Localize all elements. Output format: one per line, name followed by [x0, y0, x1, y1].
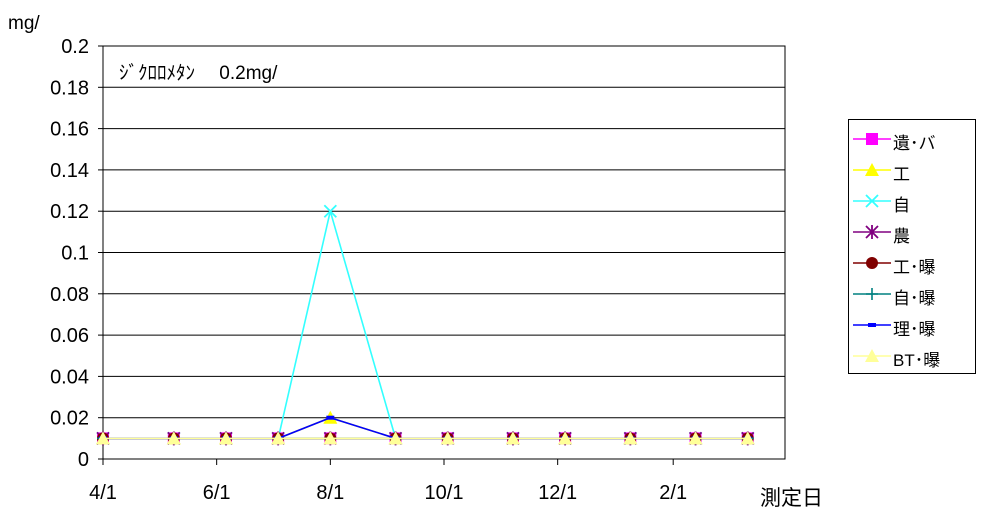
legend-label: 農	[893, 227, 910, 246]
legend-marker	[865, 225, 879, 239]
gridlines	[103, 86, 785, 419]
data-point	[166, 431, 181, 445]
y-tick-label: 0.16	[50, 119, 89, 141]
y-tick-label: 0.04	[50, 366, 89, 388]
legend-label: 理･曝	[893, 320, 936, 339]
x-tick-label: 2/1	[659, 482, 687, 504]
legend-label: 工･曝	[893, 258, 936, 277]
legend-item: 工	[849, 157, 975, 184]
y-tick-label: 0.02	[50, 408, 89, 430]
legend-swatch	[853, 194, 891, 208]
legend-label: 自	[893, 196, 910, 215]
x-tick-label: 8/1	[316, 482, 344, 504]
data-point	[323, 204, 337, 218]
data-point	[558, 431, 573, 445]
legend-marker	[866, 257, 878, 269]
x-tick-label: 10/1	[425, 482, 464, 504]
legend-swatch	[853, 225, 891, 239]
legend-marker	[865, 194, 879, 208]
legend-swatch	[853, 257, 891, 269]
data-point	[218, 431, 233, 445]
y-tick-label: 0.2	[61, 36, 89, 58]
data-point	[440, 431, 455, 445]
legend-marker	[865, 163, 879, 176]
data-point	[623, 431, 638, 445]
legend-item: 自･曝	[849, 281, 975, 308]
data-point	[688, 431, 703, 445]
legend-swatch	[853, 133, 891, 145]
legend-marker	[865, 349, 879, 362]
legend-marker	[866, 288, 878, 300]
y-axis-label: mg/	[8, 13, 40, 34]
y-tick-label: 0.14	[50, 160, 89, 182]
legend-swatch	[853, 323, 891, 327]
data-point	[96, 431, 110, 445]
x-tick-label: 12/1	[538, 482, 577, 504]
legend-label: 遺･バ	[893, 134, 936, 153]
y-tick-label: 0	[78, 449, 89, 471]
legend-label: 工	[893, 165, 910, 184]
data-point	[505, 431, 520, 445]
legend-swatch	[853, 163, 891, 176]
y-tick-label: 0.06	[50, 325, 89, 347]
legend-item: 工･曝	[849, 250, 975, 277]
data-point	[271, 431, 286, 445]
x-axis-label: 測定日	[760, 487, 823, 510]
x-tick-label: 4/1	[89, 482, 117, 504]
legend-swatch	[853, 288, 891, 300]
legend-item: 理･曝	[849, 312, 975, 339]
legend-item: 遺･バ	[849, 126, 975, 153]
legend-item: 農	[849, 219, 975, 246]
data-point	[326, 415, 335, 420]
data-point	[323, 431, 338, 445]
y-tick-label: 0.1	[61, 243, 89, 265]
legend: 遺･バ工自農工･曝自･曝理･曝 BT･曝	[848, 119, 976, 374]
x-axis-ticks: 4/1 6/1 8/1 10/1 12/1 2/1	[89, 459, 687, 504]
legend-swatch	[853, 349, 891, 362]
chart-title: ｼﾞｸﾛﾛﾒﾀﾝ 0.2mg/	[119, 62, 278, 84]
legend-marker	[866, 133, 878, 145]
series-group	[96, 204, 755, 446]
y-tick-label: 0.12	[50, 201, 89, 223]
data-point	[388, 431, 403, 445]
x-tick-label: 6/1	[203, 482, 231, 504]
data-point	[740, 431, 755, 445]
legend-label: 自･曝	[893, 289, 936, 308]
legend-item: 自	[849, 188, 975, 215]
legend-item: BT･曝	[849, 343, 975, 370]
legend-label: BT･曝	[893, 351, 941, 370]
y-tick-label: 0.18	[50, 77, 89, 99]
y-axis-ticks: 0 0.02 0.04 0.06 0.08 0.1 0.12 0.14 0.16 0.18 0.2	[50, 36, 103, 471]
legend-marker	[868, 323, 876, 327]
y-tick-label: 0.08	[50, 284, 89, 306]
